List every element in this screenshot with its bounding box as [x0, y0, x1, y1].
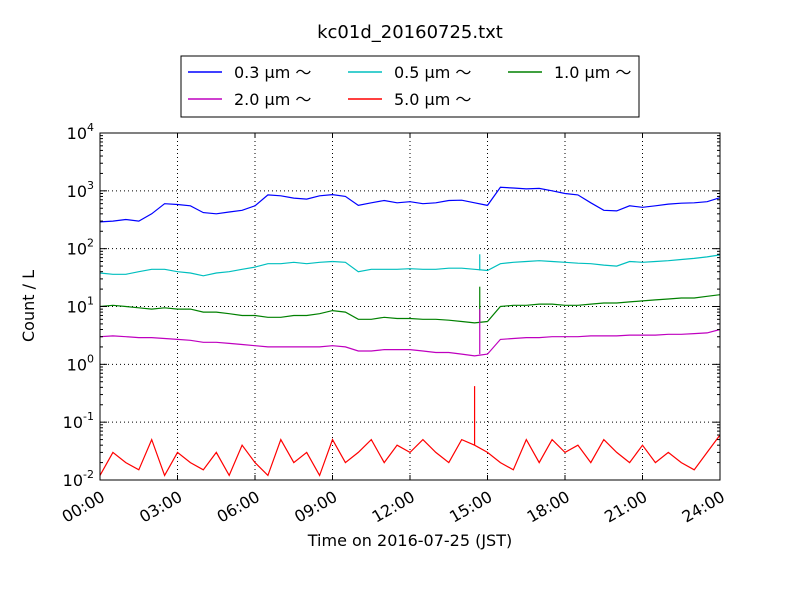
- x-tick-label: 00:00: [59, 487, 108, 527]
- x-axis-label: Time on 2016-07-25 (JST): [307, 531, 512, 550]
- y-tick-label: 103: [67, 179, 94, 201]
- x-tick-label: 24:00: [679, 487, 728, 527]
- y-tick-label: 10-1: [63, 410, 94, 432]
- legend-label: 5.0 μm ～: [394, 90, 471, 109]
- series-layer: [99, 186, 721, 477]
- legend-label: 0.3 μm ～: [234, 63, 311, 82]
- series-line-4: [99, 434, 721, 477]
- legend-label: 1.0 μm ～: [554, 63, 631, 82]
- series-line-3: [99, 328, 721, 357]
- x-tick-label: 09:00: [291, 487, 340, 527]
- x-tick-label: 21:00: [601, 487, 650, 527]
- x-tick-label: 18:00: [524, 487, 573, 527]
- y-axis: 10-2 10-1 100 101 102 103 104: [63, 121, 720, 490]
- y-tick-label: 102: [67, 237, 94, 259]
- legend-label: 0.5 μm ～: [394, 63, 471, 82]
- x-tick-label: 12:00: [369, 487, 418, 527]
- chart-title: kc01d_20160725.txt: [317, 22, 503, 43]
- y-tick-label: 10-2: [63, 468, 94, 490]
- x-tick-label: 03:00: [136, 487, 185, 527]
- y-tick-label: 101: [67, 295, 94, 317]
- legend: 0.3 μm ～ 0.5 μm ～ 1.0 μm ～ 2.0 μm ～ 5.0 μm ～: [180, 55, 640, 118]
- x-tick-label: 15:00: [446, 487, 495, 527]
- series-line-1: [99, 254, 721, 277]
- grid: [100, 133, 720, 480]
- y-tick-label: 104: [67, 121, 94, 143]
- y-tick-label: 100: [67, 352, 94, 374]
- legend-label: 2.0 μm ～: [234, 90, 311, 109]
- y-axis-label: Count / L: [19, 270, 38, 342]
- series-line-0: [99, 186, 721, 223]
- x-tick-label: 06:00: [214, 487, 263, 527]
- series-line-2: [99, 294, 721, 324]
- legend-box: [180, 55, 640, 118]
